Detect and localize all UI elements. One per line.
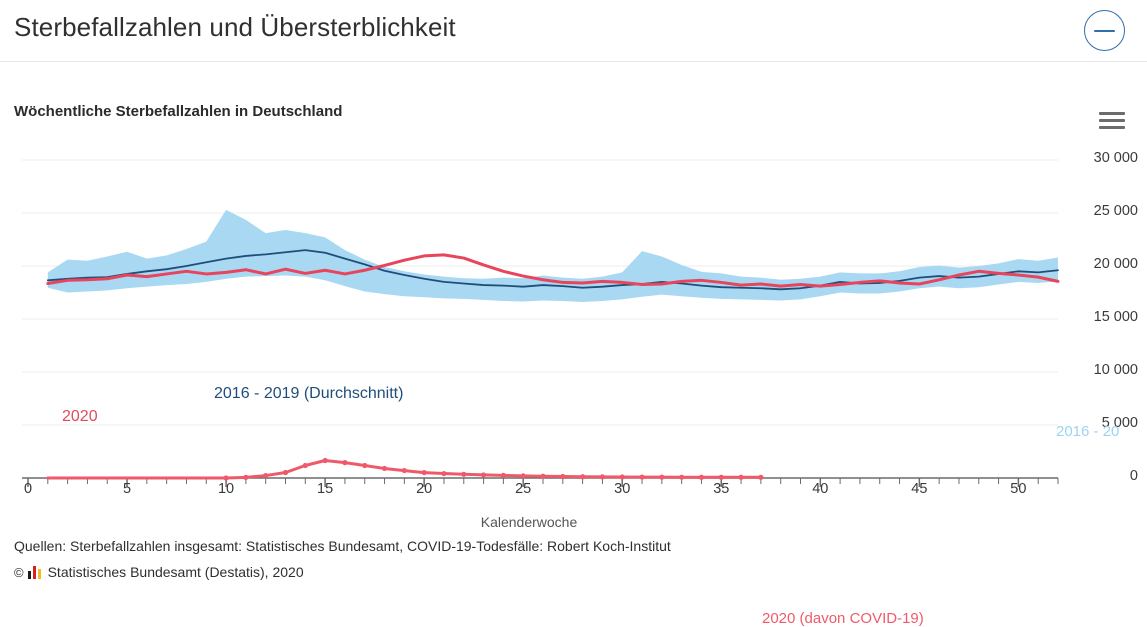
x-axis-tick-label: 40: [812, 481, 829, 497]
x-axis-tick-label: 20: [416, 481, 433, 497]
x-axis-tick-label: 30: [614, 481, 631, 497]
x-axis-tick-label: 35: [713, 481, 730, 497]
x-axis-title: Kalenderwoche: [480, 514, 578, 530]
x-axis-tick-label: 0: [23, 481, 33, 497]
footer-copyright: © Statistisches Bundesamt (Destatis), 20…: [14, 564, 671, 580]
x-axis-tick-label: 5: [122, 481, 132, 497]
x-axis-tick-label: 50: [1010, 481, 1027, 497]
page-title: Sterbefallzahlen und Übersterblichkeit: [14, 12, 456, 42]
y-axis-tick-label: 15 000: [1093, 309, 1138, 325]
y-axis-tick-label: 10 000: [1093, 362, 1138, 378]
copyright-symbol: ©: [14, 564, 24, 580]
chart-svg: [22, 159, 1060, 487]
y-axis-labels: 0 5 000 10 000 15 000 20 000 25 000 30 000: [1060, 138, 1147, 498]
hamburger-menu-icon[interactable]: [1099, 112, 1125, 130]
page-header: Sterbefallzahlen und Übersterblichkeit: [0, 0, 1147, 62]
y-axis-tick-label: 25 000: [1093, 203, 1138, 219]
x-axis-tick-label: 15: [317, 481, 334, 497]
x-axis-tick-label: 25: [515, 481, 532, 497]
series-label-2020: 2020: [62, 408, 98, 425]
chart-title: Wöchentliche Sterbefallzahlen in Deutsch…: [14, 103, 343, 120]
y-axis-tick-label: 0: [1129, 468, 1138, 484]
footer-sources: Quellen: Sterbefallzahlen insgesamt: Sta…: [14, 538, 671, 554]
minus-circle-icon[interactable]: [1084, 10, 1125, 51]
x-axis-labels: 0 5 10 15 20 25 30 35 40 45 50: [0, 481, 1147, 507]
series-label-band: 2016 - 20: [1056, 423, 1120, 440]
y-axis-tick-label: 5 000: [1101, 415, 1138, 431]
x-axis-tick-label: 45: [911, 481, 928, 497]
footer-copyright-text: Statistisches Bundesamt (Destatis), 2020: [47, 564, 304, 580]
series-label-average: 2016 - 2019 (Durchschnitt): [214, 385, 404, 402]
x-axis-tick-label: 10: [217, 481, 235, 497]
series-label-covid: 2020 (davon COVID-19): [762, 610, 924, 627]
y-axis-tick-label: 20 000: [1093, 256, 1138, 272]
chart-footer: Quellen: Sterbefallzahlen insgesamt: Sta…: [14, 538, 671, 580]
destatis-bar-logo-icon: [27, 565, 43, 579]
y-axis-tick-label: 30 000: [1093, 150, 1138, 166]
